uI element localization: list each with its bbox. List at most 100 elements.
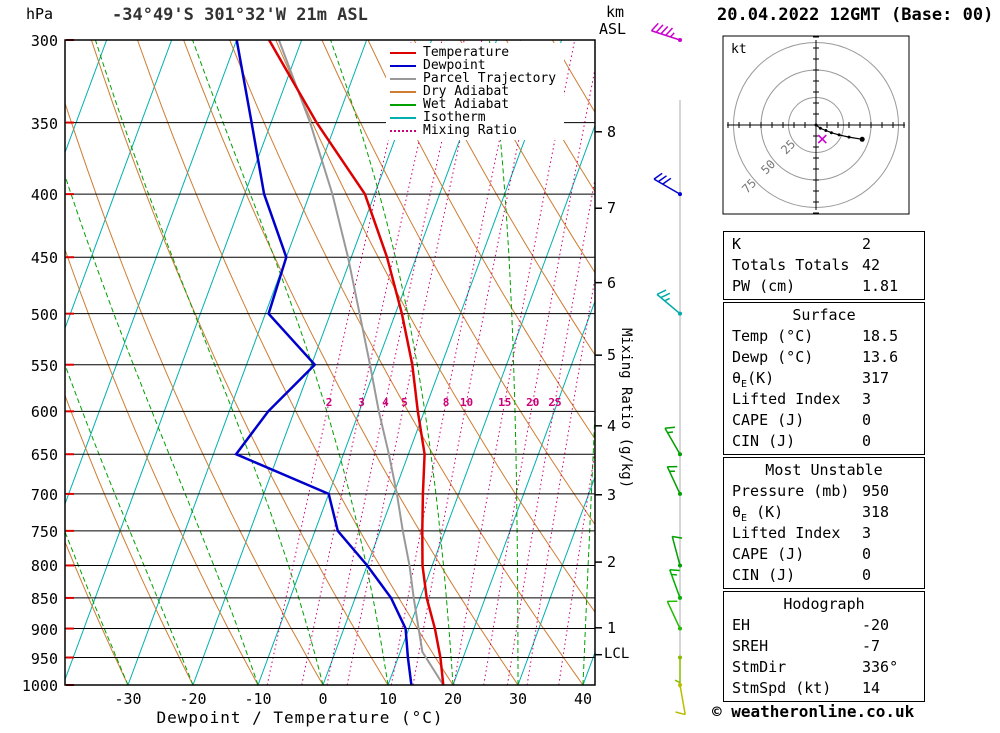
isotherm-line bbox=[65, 40, 303, 682]
table-row-value: -20 bbox=[862, 616, 890, 634]
table-row: CIN (J) 0 bbox=[724, 431, 924, 452]
mixing-ratio-value-label: 2 bbox=[325, 396, 333, 409]
table-row-value: 0 bbox=[862, 432, 872, 450]
table-row-label: Dewp (°C) bbox=[732, 348, 814, 366]
table-section-title: Surface bbox=[792, 306, 856, 324]
temperature-axis-label: Dewpoint / Temperature (°C) bbox=[156, 708, 444, 727]
temperature-tick-label: 0 bbox=[318, 690, 328, 708]
pressure-tick-label: 450 bbox=[30, 249, 58, 268]
pressure-tick-label: 850 bbox=[30, 589, 58, 608]
pressure-tick-label: 800 bbox=[30, 557, 58, 576]
temperature-curve bbox=[268, 40, 445, 685]
pressure-tick-label: 1000 bbox=[21, 677, 58, 695]
temperature-tick-label: 40 bbox=[573, 690, 593, 708]
legend-swatch-parcel-trajectory bbox=[390, 77, 416, 80]
pressure-tick-label: 550 bbox=[30, 356, 58, 375]
table-row-value: 950 bbox=[862, 482, 890, 500]
table-row-value: 3 bbox=[862, 524, 872, 542]
legend-label: Dry Adiabat bbox=[423, 84, 510, 99]
legend-item: Wet Adiabat bbox=[390, 98, 556, 111]
table-row-value: 42 bbox=[862, 256, 881, 274]
table-row: Lifted Index 3 bbox=[724, 389, 924, 410]
km-tick-label: 3 bbox=[607, 485, 617, 504]
lcl-marker-label: LCL bbox=[604, 645, 630, 662]
date-title: 20.04.2022 12GMT (Base: 00) bbox=[717, 5, 994, 25]
table-row: SREH -7 bbox=[724, 636, 924, 657]
temperature-tick-label: -10 bbox=[244, 690, 272, 708]
wind-barb bbox=[671, 535, 683, 568]
pressure-tick-label: 700 bbox=[30, 485, 58, 504]
dry-adiabat-line bbox=[367, 40, 595, 440]
km-tick-label: 1 bbox=[607, 618, 617, 637]
temperature-tick-label: -20 bbox=[179, 690, 207, 708]
wet-adiabat-line bbox=[65, 530, 129, 685]
copyright-text: © weatheronline.co.uk bbox=[712, 702, 915, 721]
table-row-value: 0 bbox=[862, 545, 872, 563]
plot-frame bbox=[64, 39, 596, 686]
table-row-value: 2 bbox=[862, 235, 872, 253]
wet-adiabat-line bbox=[330, 40, 454, 685]
table-row: θE (K) 318 bbox=[724, 502, 924, 524]
table-section: K 2 Totals Totals 42 PW (cm) 1.81 bbox=[723, 231, 925, 300]
mixing-ratio-value-label: 25 bbox=[548, 396, 562, 409]
temperature-tick-label: 30 bbox=[508, 690, 528, 708]
table-row: Totals Totals 42 bbox=[724, 255, 924, 276]
dry-adiabat-line bbox=[459, 40, 595, 274]
mixing-ratio-value-label: 4 bbox=[382, 396, 389, 409]
pressure-tick-label: 400 bbox=[30, 186, 58, 205]
legend-label: Wet Adiabat bbox=[423, 97, 510, 112]
table-row-value: 1.81 bbox=[862, 277, 899, 295]
table-row-label: EH bbox=[732, 616, 751, 634]
pressure-tick-label: 950 bbox=[30, 649, 58, 668]
pressure-tick-label: 650 bbox=[30, 446, 58, 465]
pressure-axis-unit: hPa bbox=[26, 5, 54, 23]
sounding-curves bbox=[234, 40, 445, 685]
table-row-label: Lifted Index bbox=[732, 390, 841, 408]
legend-swatch-dewpoint bbox=[390, 64, 416, 67]
legend-item: Isotherm bbox=[390, 111, 556, 124]
temperature-tick-label: 10 bbox=[378, 690, 398, 708]
wind-barb bbox=[675, 683, 686, 716]
legend-swatch-isotherm bbox=[390, 116, 416, 119]
table-row-value: 336° bbox=[862, 658, 899, 676]
table-section-title: Most Unstable bbox=[765, 461, 883, 479]
mixing-ratio-line bbox=[301, 40, 443, 685]
station-title: -34°49'S 301°32'W 21m ASL bbox=[112, 5, 368, 25]
legend-label: Mixing Ratio bbox=[423, 123, 517, 138]
table-row: CIN (J) 0 bbox=[724, 565, 924, 586]
table-row-value: 317 bbox=[862, 369, 890, 387]
table-row-label: StmSpd (kt) bbox=[732, 679, 832, 697]
pressure-tick-label: 500 bbox=[30, 305, 58, 324]
legend-label: Parcel Trajectory bbox=[423, 71, 557, 86]
km-tick-label: 4 bbox=[607, 416, 617, 435]
mixing-ratio-line bbox=[266, 40, 413, 685]
mixing-ratio-value-label: 20 bbox=[526, 396, 540, 409]
table-row-label: K bbox=[732, 235, 742, 253]
sounding-indices-table: K 2 Totals Totals 42 PW (cm) 1.81 Surface Temp … bbox=[723, 231, 925, 704]
table-row: StmSpd (kt) 14 bbox=[724, 678, 924, 699]
legend-item: Mixing Ratio bbox=[390, 124, 556, 137]
km-tick-label: 6 bbox=[607, 273, 617, 292]
table-row-value: 18.5 bbox=[862, 327, 899, 345]
table-row: PW (cm) 1.81 bbox=[724, 276, 924, 297]
legend-label: Temperature bbox=[423, 45, 510, 60]
km-axis-label: km bbox=[606, 3, 625, 21]
isotherm-line bbox=[322, 40, 563, 685]
asl-axis-label: ASL bbox=[599, 20, 627, 38]
table-row-label: θE(K) bbox=[732, 369, 775, 390]
legend-item: Temperature bbox=[390, 46, 556, 59]
table-row: θE(K) 317 bbox=[724, 368, 924, 390]
pressure-tick-label: 900 bbox=[30, 620, 58, 639]
km-tick-label: 5 bbox=[607, 346, 617, 365]
mixing-ratio-value-label: 15 bbox=[498, 396, 512, 409]
isotherm-line bbox=[387, 124, 595, 685]
pressure-tick-label: 350 bbox=[30, 114, 58, 133]
table-row: StmDir 336° bbox=[724, 657, 924, 678]
wind-barb bbox=[650, 22, 682, 42]
wind-barb bbox=[674, 655, 682, 688]
table-row-value: 14 bbox=[862, 679, 881, 697]
wet-adiabat-line bbox=[488, 40, 519, 685]
table-row-label: CIN (J) bbox=[732, 566, 796, 584]
km-tick-label: 2 bbox=[607, 553, 617, 572]
